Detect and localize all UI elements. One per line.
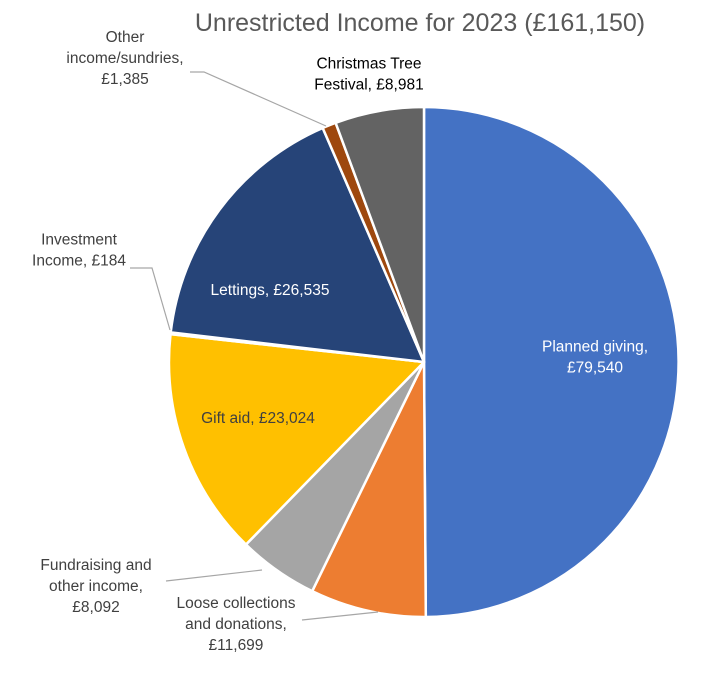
pie-slices [167, 105, 680, 619]
slice-label-gift-aid: Gift aid, £23,024 [201, 410, 315, 427]
leader-line-other-income-sundries [190, 71, 327, 127]
slice-label-line: and donations, [185, 616, 287, 633]
leader-line-loose-collections-and-donations [301, 611, 379, 621]
pie-slice-christmas-tree-festival [334, 105, 426, 364]
slice-label-fundraising-and-other-income: Fundraising and other income, £8,092 [40, 557, 151, 616]
slice-label-christmas-tree-festival: Christmas Tree Festival, £8,981 [314, 56, 423, 94]
slice-label-line: Lettings, £26,535 [211, 282, 330, 299]
slice-label-line: Investment [41, 232, 118, 249]
slice-label-line: £1,385 [101, 71, 148, 88]
leader-line-fundraising-and-other-income [165, 569, 263, 582]
slice-label-line: income/sundries, [66, 50, 183, 67]
slice-label-line: £79,540 [567, 360, 623, 377]
slice-label-line: Fundraising and [40, 557, 151, 574]
pie-slice-loose-collections-and-donations [310, 360, 428, 619]
pie-slice-gift-aid [167, 332, 426, 546]
slice-label-line: £11,699 [209, 637, 264, 654]
slice-label-line: other income, [49, 578, 143, 595]
slice-label-line: Loose collections [177, 595, 296, 612]
slice-label-line: Other [106, 29, 145, 46]
slice-labels: Planned giving, £79,540 Loose collections a… [32, 29, 648, 654]
slice-label-line: £8,092 [72, 599, 119, 616]
pie-slice-planned-giving [422, 105, 680, 619]
slice-label-line: Gift aid, £23,024 [201, 410, 315, 427]
chart-title: Unrestricted Income for 2023 (£161,150) [195, 9, 645, 37]
leader-line-investment-income [130, 267, 171, 331]
slice-label-loose-collections-and-donations: Loose collections and donations, £11,699 [177, 595, 296, 654]
pie-slice-lettings [169, 126, 426, 364]
slice-label-line: Christmas Tree [316, 56, 421, 73]
slice-label-investment-income: Investment Income, £184 [32, 232, 126, 270]
slice-label-other-income-sundries: Other income/sundries, £1,385 [66, 29, 183, 88]
slice-label-line: Festival, £8,981 [314, 77, 423, 94]
slice-label-line: Planned giving, [542, 339, 648, 356]
slice-label-planned-giving: Planned giving, £79,540 [542, 339, 648, 377]
slice-label-line: Income, £184 [32, 253, 126, 270]
slice-label-lettings: Lettings, £26,535 [211, 282, 330, 299]
leader-lines [130, 71, 379, 621]
